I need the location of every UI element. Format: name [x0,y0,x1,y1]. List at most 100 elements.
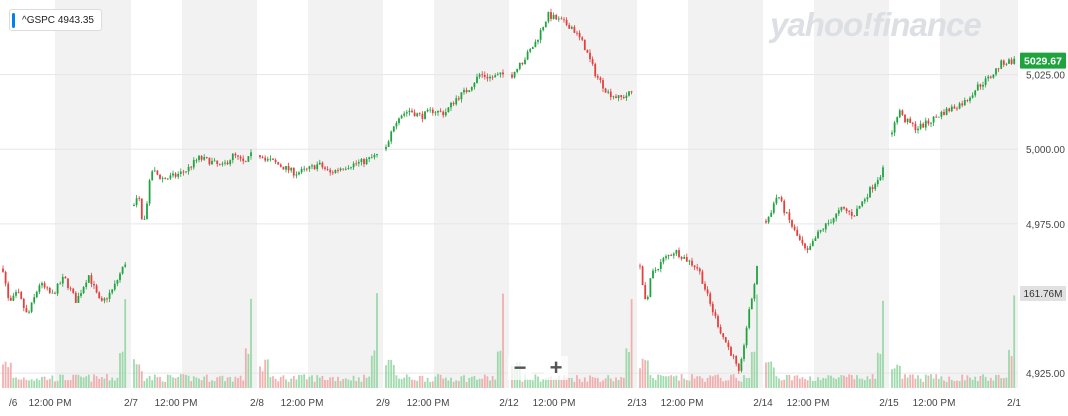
candle-body [447,107,450,112]
candle-body [287,166,290,171]
volume-bar [90,381,93,388]
candle-body [153,170,156,172]
volume-bar [539,381,542,388]
candle-body [871,187,874,190]
volume-bar [465,381,468,388]
candle-body [693,265,696,268]
volume-bar [226,377,229,388]
candle-body [727,342,730,348]
candle-body [568,24,571,29]
candle-body [46,287,49,289]
volume-bar [316,375,319,388]
candle-body [924,120,927,128]
volume-bar [961,374,964,388]
volume-bar [85,376,88,388]
volume-bar [704,381,706,388]
volume-bar [421,375,424,388]
candle-body [876,180,879,185]
volume-bar [355,381,358,388]
candle-body [578,32,581,38]
session-shading [55,0,1018,388]
candle-body [537,39,539,42]
candle-body [20,292,23,299]
candle-body [609,91,612,98]
candle-body [205,157,208,158]
candle-body [630,91,633,93]
volume-bar [287,381,290,388]
candle-body [617,95,620,99]
volume-bar [266,359,269,388]
candle-body [948,108,951,112]
volume-bar [853,379,856,388]
candle-body [511,74,513,78]
volume-bar [775,376,778,388]
candle-body [494,75,497,78]
volume-bar [793,375,796,388]
volume-bar [463,375,465,388]
candle-body [90,275,93,284]
volume-bar [190,381,193,388]
volume-bar [426,377,429,388]
ticker-legend[interactable]: ^GSPC 4943.35 [9,9,102,31]
candle-body [1013,58,1016,64]
candle-body [365,159,368,165]
volume-bar [231,381,234,388]
candle-body [672,253,675,256]
candle-body [667,255,670,257]
candle-body [229,160,232,165]
candle-body [652,270,654,279]
candle-body [429,109,432,111]
volume-bar [151,380,154,388]
volume-bar [234,376,237,388]
volume-bar [963,380,966,388]
volume-bar [693,378,696,388]
volume-bar [665,376,667,388]
candle-body [478,74,481,77]
candle-body [413,112,416,117]
candle-body [552,14,555,19]
volume-bar [100,377,103,388]
candle-body [654,269,657,271]
candle-body [300,169,303,173]
volume-bar [460,376,463,388]
candle-body [148,180,151,204]
candle-body [185,171,187,173]
volume-bar [573,381,576,388]
candle-body [811,241,814,247]
volume-bar [261,371,264,388]
volume-bar [169,375,172,388]
candle-body [858,205,861,209]
volume-bar [46,379,49,388]
candle-body [843,207,845,209]
volume-bar [437,374,439,388]
volume-bar [843,375,845,388]
volume-bar [418,375,421,388]
candle-body [179,171,182,174]
volume-bar [54,381,56,388]
volume-bar [696,376,699,388]
volume-bar [28,380,30,388]
candle-body [457,98,460,100]
volume-bar [714,375,717,388]
candle-body [531,47,534,50]
volume-bar [914,378,917,388]
volume-bar [982,374,984,388]
candle-body [337,169,339,171]
candle-body [992,74,995,78]
volume-bar [565,377,568,388]
candle-body [318,162,321,165]
zoom-in-button[interactable]: + [544,355,568,380]
volume-bar [732,374,735,388]
candle-body [439,110,442,112]
candle-body [783,200,786,213]
price-candles [2,8,1016,374]
candle-body [706,289,709,294]
candle-body [956,108,958,110]
volume-bar [937,378,940,388]
volume-bar [780,380,783,388]
volume-bar [827,375,830,388]
volume-bar [247,353,250,388]
zoom-out-button[interactable]: − [508,355,532,380]
